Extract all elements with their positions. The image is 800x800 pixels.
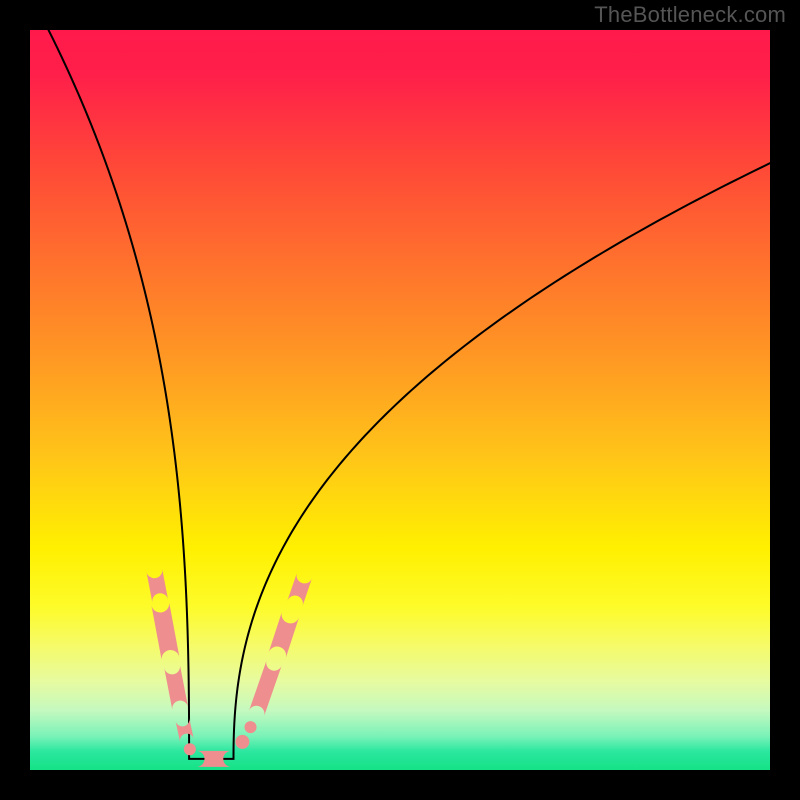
marker-dot xyxy=(245,721,257,733)
marker-dot xyxy=(184,743,196,755)
bottleneck-chart xyxy=(30,30,770,770)
marker-dot xyxy=(235,735,249,749)
watermark-text: TheBottleneck.com xyxy=(594,2,786,28)
